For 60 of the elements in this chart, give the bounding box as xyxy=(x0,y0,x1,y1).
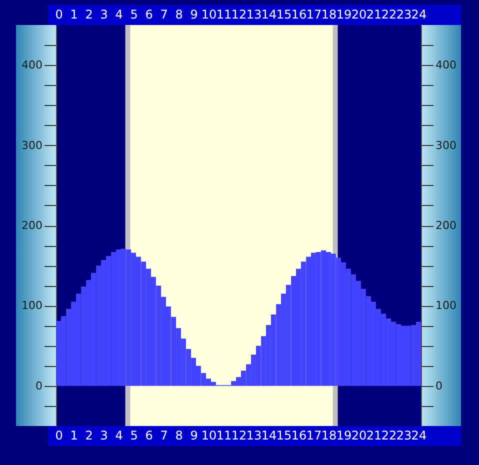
x-tick-label: 2 xyxy=(85,428,93,442)
y-tick-label: 200 xyxy=(22,219,42,232)
x2-tick-label: 23 xyxy=(396,8,412,22)
x2-tick-label: 12 xyxy=(231,8,247,22)
x2-tick-label: 1 xyxy=(70,8,78,22)
x2-tick-label: 16 xyxy=(291,8,307,22)
y2-tick-label: 0 xyxy=(436,379,442,392)
y2-tick-label: 300 xyxy=(436,138,456,152)
x-tick-label: 17 xyxy=(306,428,322,442)
x2-tick-label: 0 xyxy=(55,8,63,22)
y2-tick-label: 400 xyxy=(436,58,456,72)
x-tick-label: 10 xyxy=(201,428,217,442)
y2-tick-label: 100 xyxy=(436,299,456,312)
x2-tick-label: 6 xyxy=(145,8,153,22)
x-tick-label: 22 xyxy=(381,428,397,442)
x2-tick-label: 19 xyxy=(336,8,352,22)
x-tick-label: 21 xyxy=(366,428,382,442)
y-tick-label: 100 xyxy=(22,299,42,312)
x-tick-label: 6 xyxy=(145,428,153,442)
x2-tick-label: 3 xyxy=(100,8,108,22)
x2-tick-label: 4 xyxy=(115,8,123,22)
x2-tick-label: 17 xyxy=(306,8,322,22)
x2-tick-label: 15 xyxy=(276,8,292,22)
x-tick-label: 0 xyxy=(55,428,63,442)
x-tick-label: 9 xyxy=(190,428,198,442)
x2-tick-label: 9 xyxy=(190,8,198,22)
x-tick-label: 4 xyxy=(115,428,123,442)
y2-tick-label: 200 xyxy=(436,219,456,232)
x-tick-label: 11 xyxy=(216,428,232,442)
x2-tick-label: 7 xyxy=(160,8,168,22)
x2-tick-label: 10 xyxy=(201,8,217,22)
x2-tick-label: 18 xyxy=(321,8,337,22)
x2-tick-label: 5 xyxy=(130,8,138,22)
x-tick-label: 13 xyxy=(246,428,262,442)
x-tick-label: 7 xyxy=(160,428,168,442)
x-tick-label: 16 xyxy=(291,428,307,442)
x2-tick-label: 2 xyxy=(85,8,93,22)
x2-tick-label: 20 xyxy=(351,8,367,22)
x-tick-label: 12 xyxy=(231,428,247,442)
x2-tick-label: 21 xyxy=(366,8,382,22)
x-tick-label: 8 xyxy=(175,428,183,442)
x-tick-label: 23 xyxy=(396,428,412,442)
y-tick-label: 400 xyxy=(22,58,42,72)
x-tick-label: 20 xyxy=(351,428,367,442)
x-tick-label: 24 xyxy=(411,428,427,442)
x-tick-label: 3 xyxy=(100,428,108,442)
x-tick-label: 19 xyxy=(336,428,352,442)
x-tick-label: 14 xyxy=(261,428,277,442)
x-tick-label: 15 xyxy=(276,428,292,442)
x2-tick-label: 14 xyxy=(261,8,277,22)
y-tick-label: 300 xyxy=(22,138,42,152)
x-tick-label: 5 xyxy=(130,428,138,442)
x2-tick-label: 24 xyxy=(411,8,427,22)
x2-tick-label: 13 xyxy=(246,8,262,22)
x-tick-label: 18 xyxy=(321,428,337,442)
y-tick-label: 0 xyxy=(36,379,42,392)
x2-tick-label: 22 xyxy=(381,8,397,22)
x-tick-label: 1 xyxy=(70,428,78,442)
x2-tick-label: 11 xyxy=(216,8,232,22)
x2-tick-label: 8 xyxy=(175,8,183,22)
